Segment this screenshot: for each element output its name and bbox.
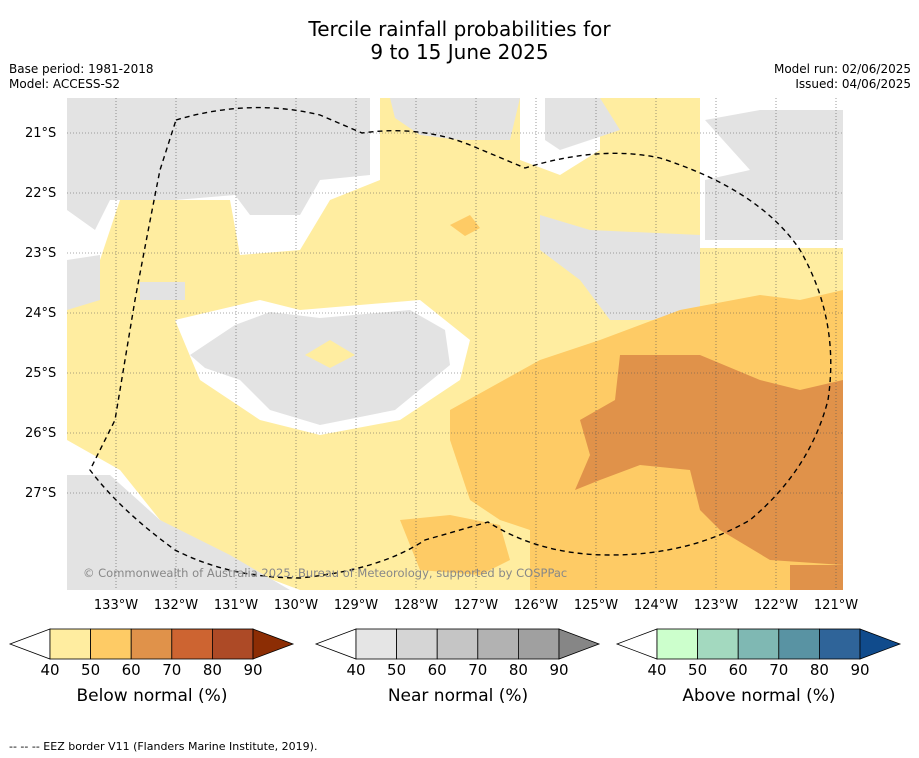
colorbar-tick-label: 90 [243, 661, 263, 679]
colorbar-tick-label: 80 [202, 661, 222, 679]
meta-left: Base period: 1981-2018 Model: ACCESS-S2 [9, 62, 154, 92]
colorbar-tick-label: 40 [647, 661, 667, 679]
colorbar-tick-label: 90 [549, 661, 569, 679]
lat-label: 21°S [25, 126, 57, 141]
colorbar-segment [90, 628, 132, 660]
colorbar-segment [737, 628, 780, 660]
colorbar-segment [656, 628, 698, 660]
lon-label: 133°W [93, 598, 139, 613]
near-normal-region-ne [705, 110, 843, 240]
colorbar-segment [518, 628, 560, 660]
colorbar-tick-label: 40 [346, 661, 366, 679]
colorbar-segment [477, 628, 519, 660]
colorbar-title-below: Below normal (%) [76, 686, 228, 706]
colorbar-tick-label: 90 [850, 661, 870, 679]
near-normal-region-nw [67, 98, 370, 230]
footnote: -- -- -- EEZ border V11 (Flanders Marine… [9, 740, 318, 753]
lon-label: 124°W [633, 598, 679, 613]
page-title: Tercile rainfall probabilities for 9 to … [0, 18, 919, 64]
near-normal-region-center [190, 310, 450, 425]
lon-label: 129°W [333, 598, 379, 613]
lon-label: 131°W [213, 598, 259, 613]
colorbar-extend-low [8, 628, 51, 660]
colorbar-near-normal [314, 628, 601, 660]
colorbar-tick-label: 60 [121, 661, 141, 679]
colorbar-segment [171, 628, 213, 660]
title-line-2: 9 to 15 June 2025 [370, 40, 549, 64]
near-normal-region-sw [67, 475, 290, 590]
colorbar-extend-high [252, 628, 295, 660]
lat-label: 23°S [25, 246, 57, 261]
eez-border [89, 106, 832, 579]
colorbar-extend-high [859, 628, 902, 660]
base-period: Base period: 1981-2018 [9, 62, 154, 76]
colorbar-tick-label: 50 [688, 661, 708, 679]
model-name: Model: ACCESS-S2 [9, 77, 121, 91]
colorbar-segment [436, 628, 479, 660]
title-line-1: Tercile rainfall probabilities for [308, 17, 611, 41]
colorbar-tick-label: 60 [427, 661, 447, 679]
colorbar-title-near: Near normal (%) [387, 686, 529, 706]
lat-label: 27°S [25, 486, 57, 501]
colorbar-segment [49, 628, 91, 660]
lon-label: 132°W [153, 598, 199, 613]
lat-label: 22°S [25, 186, 57, 201]
colorbar-extend-low [615, 628, 658, 660]
lat-label: 26°S [25, 426, 57, 441]
colorbar-tick-label: 70 [769, 661, 789, 679]
lon-label: 126°W [513, 598, 559, 613]
lon-label: 130°W [273, 598, 319, 613]
colorbar-segment [396, 628, 438, 660]
colorbar-below-normal [8, 628, 295, 660]
colorbar-tick-label: 80 [809, 661, 829, 679]
lon-label: 125°W [573, 598, 619, 613]
lon-label: 123°W [693, 598, 739, 613]
colorbar-segment [355, 628, 397, 660]
colorbar-extend-high [558, 628, 601, 660]
colorbar-segment [697, 628, 739, 660]
graticule [67, 98, 843, 590]
colorbar-extend-low [314, 628, 357, 660]
colorbar-tick-label: 50 [81, 661, 101, 679]
colorbars [8, 628, 902, 660]
colorbar-tick-label: 40 [40, 661, 60, 679]
colorbar-tick-label: 70 [468, 661, 488, 679]
colorbar-segment [778, 628, 820, 660]
colorbar-segment [130, 628, 173, 660]
map-field [67, 98, 843, 590]
colorbar-segment [819, 628, 861, 660]
colorbar-above-normal [615, 628, 902, 660]
lon-label: 128°W [393, 598, 439, 613]
colorbar-tick-label: 80 [508, 661, 528, 679]
colorbar-tick-label: 70 [162, 661, 182, 679]
copyright-note: © Commonwealth of Australia 2025, Bureau… [83, 566, 568, 580]
lon-label: 127°W [453, 598, 499, 613]
colorbar-tick-label: 50 [387, 661, 407, 679]
meta-right: Model run: 02/06/2025 Issued: 04/06/2025 [774, 62, 911, 92]
lat-label: 25°S [25, 366, 57, 381]
lon-label: 122°W [753, 598, 799, 613]
issued-date: Issued: 04/06/2025 [795, 77, 911, 91]
colorbar-segment [211, 628, 254, 660]
lon-label: 121°W [813, 598, 859, 613]
lat-label: 24°S [25, 306, 57, 321]
colorbar-title-above: Above normal (%) [682, 686, 836, 706]
colorbar-tick-label: 60 [728, 661, 748, 679]
model-run: Model run: 02/06/2025 [773, 62, 911, 76]
